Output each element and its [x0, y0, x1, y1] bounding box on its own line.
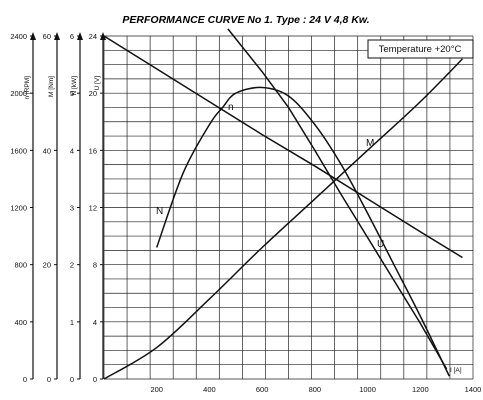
x-tick-label: 400 [203, 385, 216, 394]
n-kw-axis-tick-label: 0 [70, 375, 74, 384]
x-tick-label: 1400 [465, 385, 482, 394]
u-axis-tick-label: 0 [93, 375, 97, 384]
n-kw-axis-label: N [kW] [71, 76, 78, 96]
n-axis-tick-label: 2000 [10, 89, 27, 98]
x-axis-label: I [A] [450, 367, 462, 374]
chart-title: PERFORMANCE CURVE No 1. Type : 24 V 4,8 … [122, 14, 369, 26]
x-tick-label: 1000 [359, 385, 376, 394]
curve-label-u: U [377, 239, 384, 250]
m-axis-tick-label: 0 [47, 375, 51, 384]
n-kw-axis-tick-label: 2 [70, 261, 74, 270]
x-tick-label: 800 [309, 385, 322, 394]
curve-n [227, 28, 448, 370]
x-axis-ticks: 200 400 600 800 1000 1200 1400 [150, 385, 481, 394]
u-axis-tick-label: 4 [93, 318, 97, 327]
n-kw-axis-tick-label: 4 [70, 146, 74, 155]
temperature-box [367, 39, 474, 59]
curves: n M N U [103, 28, 463, 380]
n-axis-tick-label: 2400 [10, 32, 27, 41]
u-axis-tick-label: 24 [89, 32, 97, 41]
x-tick-label: 200 [150, 385, 163, 394]
n-kw-axis-tick-label: 5 [70, 89, 74, 98]
m-axis-tick-label: 60 [43, 32, 51, 41]
temperature-note: Temperature +20°C [379, 44, 462, 55]
u-axis-label: U [V] [94, 76, 101, 91]
x-tick-label: 1200 [412, 385, 429, 394]
n-axis-tick-label: 1200 [10, 204, 27, 213]
curve-label-m: M [366, 138, 374, 149]
n-axis-tick-label: 0 [23, 375, 27, 384]
n-axis-tick-label: 1600 [10, 146, 27, 155]
m-axis-tick-label: 40 [43, 146, 51, 155]
n-kw-axis-tick-label: 1 [70, 318, 74, 327]
x-tick-label: 600 [256, 385, 269, 394]
m-axis-label: M [Nm] [48, 76, 55, 97]
curve-m [103, 58, 463, 380]
curve-label-n: n [228, 102, 234, 113]
n-axis-tick-label: 800 [14, 261, 27, 270]
m-axis-tick-label: 20 [43, 261, 51, 270]
n-kw-axis-tick-label: 3 [70, 204, 74, 213]
curve-u [103, 35, 463, 259]
u-axis-tick-label: 20 [89, 89, 97, 98]
curve-label-n-power: N [156, 206, 163, 217]
curve-n-power [156, 86, 450, 377]
u-axis-tick-label: 8 [93, 261, 97, 270]
u-axis-tick-label: 12 [89, 204, 97, 213]
n-axis-tick-label: 400 [14, 318, 27, 327]
n-kw-axis-tick-label: 6 [70, 32, 74, 41]
n-axis-label: n [RPM] [24, 76, 31, 100]
u-axis-tick-label: 16 [89, 146, 97, 155]
